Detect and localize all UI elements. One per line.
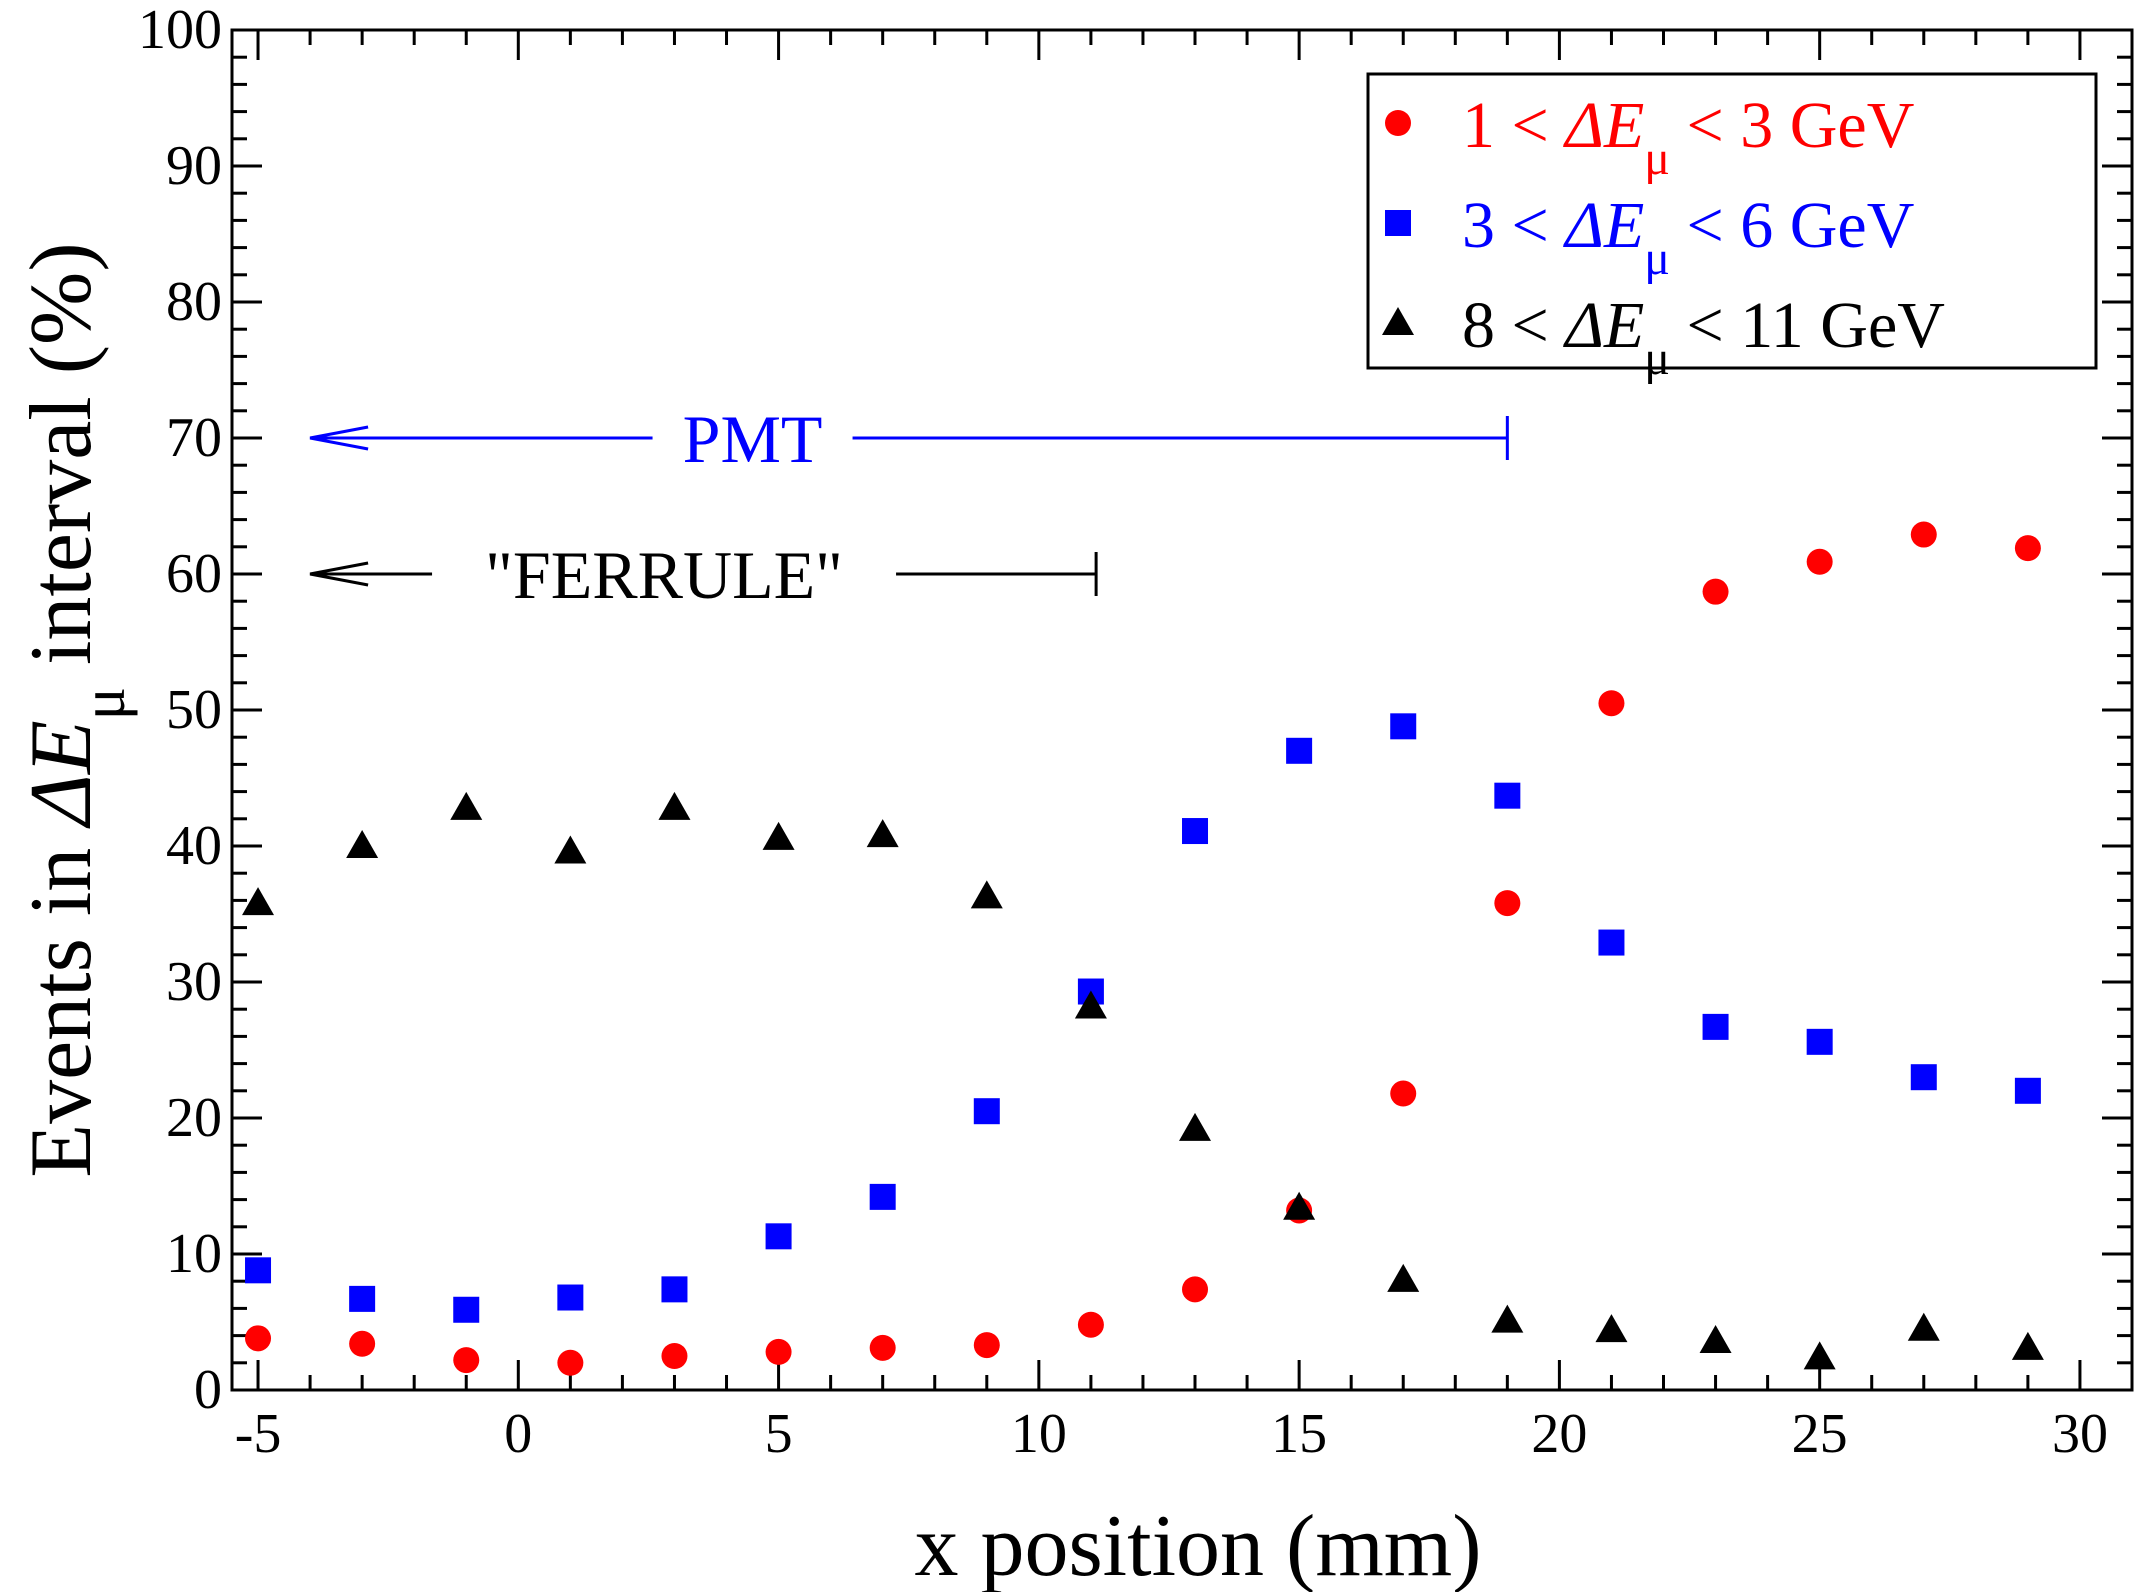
- circle-marker: [1182, 1276, 1209, 1303]
- square-marker: [1910, 1064, 1937, 1091]
- circle-marker: [557, 1349, 584, 1376]
- square-marker: [453, 1296, 480, 1323]
- triangle-marker: [1179, 1112, 1212, 1141]
- circle-marker: [2014, 535, 2041, 562]
- triangle-marker: [762, 821, 795, 850]
- triangle-marker: [1387, 1263, 1420, 1292]
- square-marker: [1286, 737, 1313, 764]
- arrow-head-icon: [309, 425, 369, 451]
- square-marker: [765, 1223, 792, 1250]
- square-marker: [1702, 1013, 1729, 1040]
- x-axis-title: x position (mm): [914, 1498, 1481, 1592]
- data-markers: [242, 521, 2044, 1376]
- x-tick-label: 0: [504, 1403, 532, 1465]
- x-tick-label: 25: [1792, 1403, 1848, 1465]
- y-axis-title: Events in ΔEμ interval (%): [13, 242, 138, 1177]
- circle-marker: [1390, 1080, 1417, 1107]
- legend-square-marker: [1385, 210, 1411, 236]
- y-tick-label: 60: [166, 543, 222, 605]
- circle-marker: [349, 1330, 376, 1357]
- legend-triangle-marker: [1382, 307, 1414, 335]
- legend-label: 3 < ΔEμ < 6 GeV: [1462, 189, 1914, 285]
- square-marker: [349, 1285, 376, 1312]
- y-tick-label: 70: [166, 407, 222, 469]
- circle-marker: [1494, 890, 1521, 917]
- square-marker: [245, 1257, 272, 1284]
- circle-marker: [1806, 548, 1833, 575]
- circle-marker: [453, 1347, 480, 1374]
- y-tick-label: 40: [166, 815, 222, 877]
- annotation-label: "FERRULE": [485, 537, 843, 613]
- square-marker: [869, 1183, 896, 1210]
- x-tick-label: 10: [1011, 1403, 1067, 1465]
- x-tick-label: 5: [765, 1403, 793, 1465]
- y-tick-label: 0: [194, 1359, 222, 1421]
- square-marker: [1806, 1028, 1833, 1055]
- x-tick-label: 30: [2052, 1403, 2108, 1465]
- triangle-marker: [1907, 1312, 1940, 1341]
- y-tick-label: 10: [166, 1223, 222, 1285]
- circle-marker: [245, 1325, 272, 1352]
- y-tick-label: 80: [166, 271, 222, 333]
- x-tick-label: 15: [1271, 1403, 1327, 1465]
- triangle-marker: [866, 819, 899, 848]
- triangle-marker: [554, 835, 587, 864]
- square-marker: [557, 1284, 584, 1311]
- circle-marker: [661, 1343, 688, 1369]
- triangle-marker: [1595, 1314, 1628, 1343]
- square-marker: [1598, 929, 1625, 956]
- triangle-marker: [1491, 1304, 1524, 1333]
- triangle-marker: [242, 887, 275, 916]
- square-marker: [2014, 1077, 2041, 1104]
- circle-marker: [1598, 690, 1625, 717]
- annotations: PMT "FERRULE": [309, 401, 1509, 613]
- y-tick-label: 30: [166, 951, 222, 1013]
- arrow-head-icon: [309, 561, 369, 587]
- circle-marker: [973, 1332, 1000, 1359]
- legend-label: 1 < ΔEμ < 3 GeV: [1462, 89, 1914, 185]
- triangle-marker: [970, 880, 1003, 909]
- range-annotation: "FERRULE": [309, 537, 1098, 613]
- triangle-marker: [346, 830, 379, 858]
- legend-box: [1366, 72, 2098, 370]
- square-marker: [1182, 818, 1209, 845]
- triangle-marker: [1074, 990, 1107, 1019]
- circle-marker: [1702, 578, 1729, 605]
- legend-label: 8 < ΔEμ < 11 GeV: [1462, 289, 1945, 385]
- annotation-label: PMT: [683, 401, 823, 477]
- x-tick-label: 20: [1531, 1403, 1587, 1465]
- y-tick-label: 20: [166, 1087, 222, 1149]
- triangle-marker: [1699, 1325, 1732, 1354]
- square-marker: [1494, 782, 1521, 809]
- y-tick-label: 100: [138, 0, 222, 61]
- circle-marker: [1910, 521, 1937, 548]
- axis-ticks: [232, 28, 2132, 1392]
- square-marker: [973, 1098, 1000, 1125]
- y-tick-label: 90: [166, 135, 222, 197]
- circle-marker: [765, 1338, 792, 1365]
- x-tick-label: -5: [235, 1403, 282, 1465]
- y-tick-label: 50: [166, 679, 222, 741]
- triangle-marker: [450, 791, 483, 820]
- circle-marker: [1077, 1311, 1104, 1338]
- triangle-marker: [658, 791, 691, 820]
- triangle-marker: [2011, 1331, 2044, 1360]
- range-annotation: PMT: [309, 401, 1509, 477]
- legend-circle-marker: [1385, 110, 1411, 136]
- triangle-marker: [1283, 1191, 1316, 1220]
- square-marker: [1390, 713, 1417, 740]
- circle-marker: [869, 1334, 896, 1361]
- triangle-marker: [1803, 1341, 1836, 1370]
- square-marker: [661, 1276, 688, 1303]
